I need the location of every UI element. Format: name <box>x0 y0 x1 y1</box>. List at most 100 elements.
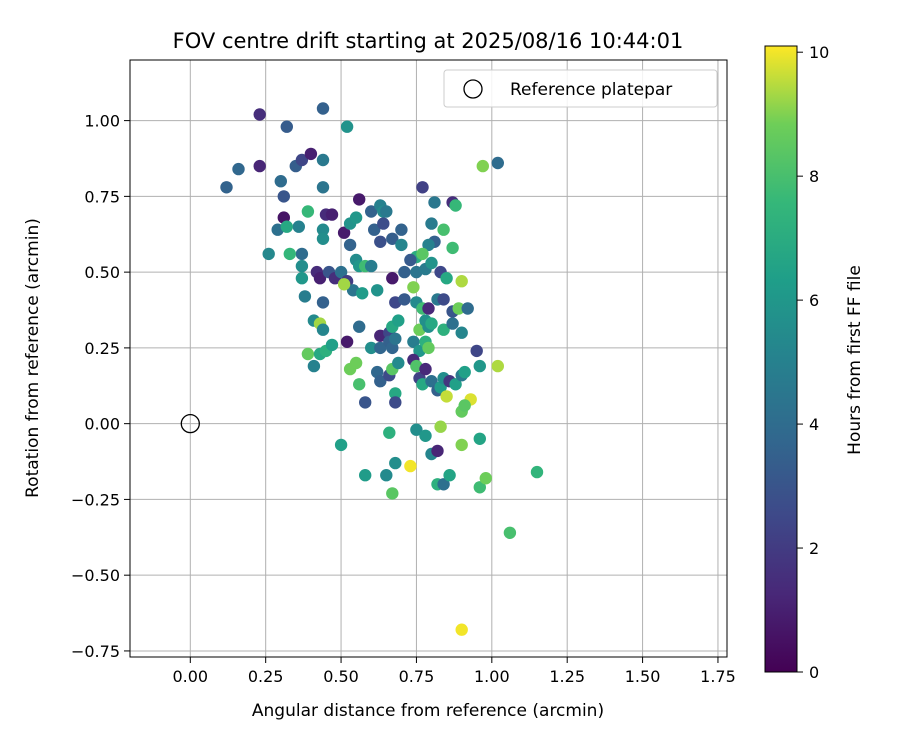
data-point <box>374 341 387 355</box>
data-point <box>455 438 468 452</box>
data-point <box>416 181 429 194</box>
data-point <box>434 420 447 433</box>
data-point <box>334 438 348 452</box>
x-tick-label: 1.00 <box>474 667 510 686</box>
x-tick-label: 1.25 <box>549 667 585 686</box>
data-point <box>392 314 405 327</box>
data-point <box>443 469 456 482</box>
data-point <box>316 153 330 167</box>
data-point <box>301 347 315 361</box>
data-point <box>220 181 233 194</box>
chart-title: FOV centre drift starting at 2025/08/16 … <box>173 29 684 53</box>
data-point <box>503 526 517 539</box>
data-point <box>313 272 327 285</box>
data-point <box>365 341 378 355</box>
data-point <box>307 359 321 373</box>
data-point <box>455 623 468 636</box>
colorbar-ticks: 0 2 4 6 8 10 <box>797 43 829 682</box>
data-point <box>337 278 351 291</box>
data-point <box>356 287 369 300</box>
legend-reference-marker <box>463 79 483 99</box>
data-point <box>374 375 387 388</box>
data-point <box>473 432 486 445</box>
data-point <box>437 478 450 491</box>
colorbar-label: Hours from first FF file <box>845 265 865 455</box>
data-point <box>274 175 287 188</box>
x-tick-label: 0.25 <box>248 667 284 686</box>
data-point <box>365 259 378 273</box>
data-point <box>280 120 293 133</box>
data-point <box>334 265 348 279</box>
data-point <box>316 223 330 236</box>
data-point <box>389 387 402 400</box>
data-point <box>491 359 504 373</box>
data-point <box>476 159 489 173</box>
data-point <box>440 272 453 285</box>
x-axis-label: Angular distance from reference (arcmin) <box>252 701 604 721</box>
data-point <box>389 396 402 409</box>
y-tick-label: −0.75 <box>71 642 120 661</box>
data-point <box>437 323 450 336</box>
data-point <box>386 487 399 500</box>
data-point <box>422 302 435 315</box>
data-point <box>368 223 381 236</box>
data-point <box>316 323 330 336</box>
y-tick-label: 0.25 <box>84 339 120 358</box>
data-point <box>359 396 372 409</box>
x-axis-ticks: 0.00 0.25 0.50 0.75 1.00 1.25 1.50 1.75 <box>172 657 736 686</box>
y-tick-label: 0.50 <box>84 263 120 282</box>
data-point <box>398 293 411 306</box>
data-point <box>380 205 393 218</box>
data-point <box>295 259 309 273</box>
data-point <box>316 296 330 309</box>
colorbar-tick-label: 10 <box>809 43 829 62</box>
data-point <box>449 199 462 212</box>
data-point <box>353 378 366 391</box>
x-tick-label: 0.75 <box>399 667 435 686</box>
data-point <box>404 253 417 267</box>
data-point <box>437 293 450 306</box>
data-point <box>277 190 290 203</box>
data-point <box>301 205 315 218</box>
data-point <box>280 220 293 233</box>
data-point <box>461 302 474 315</box>
data-point <box>365 205 378 218</box>
data-point <box>389 456 402 470</box>
data-point <box>340 335 354 348</box>
data-point <box>410 423 423 436</box>
data-point <box>422 341 435 355</box>
colorbar-tick-label: 2 <box>809 539 819 558</box>
data-point <box>232 162 245 176</box>
data-point <box>253 159 266 173</box>
data-point <box>446 317 459 330</box>
data-points <box>220 102 544 636</box>
grid <box>130 60 727 657</box>
data-point <box>530 465 544 479</box>
data-point <box>383 426 396 439</box>
colorbar-tick-label: 6 <box>809 291 819 310</box>
data-point <box>416 247 429 261</box>
data-point <box>353 193 366 206</box>
data-point <box>304 147 318 161</box>
data-point <box>395 223 408 236</box>
data-point <box>407 281 420 294</box>
data-point <box>316 181 330 194</box>
data-point <box>295 247 309 261</box>
x-tick-label: 0.00 <box>172 667 208 686</box>
colorbar-tick-label: 4 <box>809 415 819 434</box>
data-point <box>298 290 312 303</box>
legend-box <box>443 69 718 108</box>
data-point <box>359 469 372 482</box>
x-tick-label: 0.50 <box>323 667 359 686</box>
data-point <box>395 238 408 252</box>
data-point <box>349 356 363 370</box>
data-point <box>455 326 468 339</box>
data-point <box>371 284 384 297</box>
data-point <box>491 156 504 170</box>
data-point <box>455 275 468 288</box>
colorbar-tick-label: 8 <box>809 167 819 186</box>
data-point <box>295 153 309 167</box>
data-point <box>325 338 339 352</box>
y-tick-label: −0.25 <box>71 490 120 509</box>
